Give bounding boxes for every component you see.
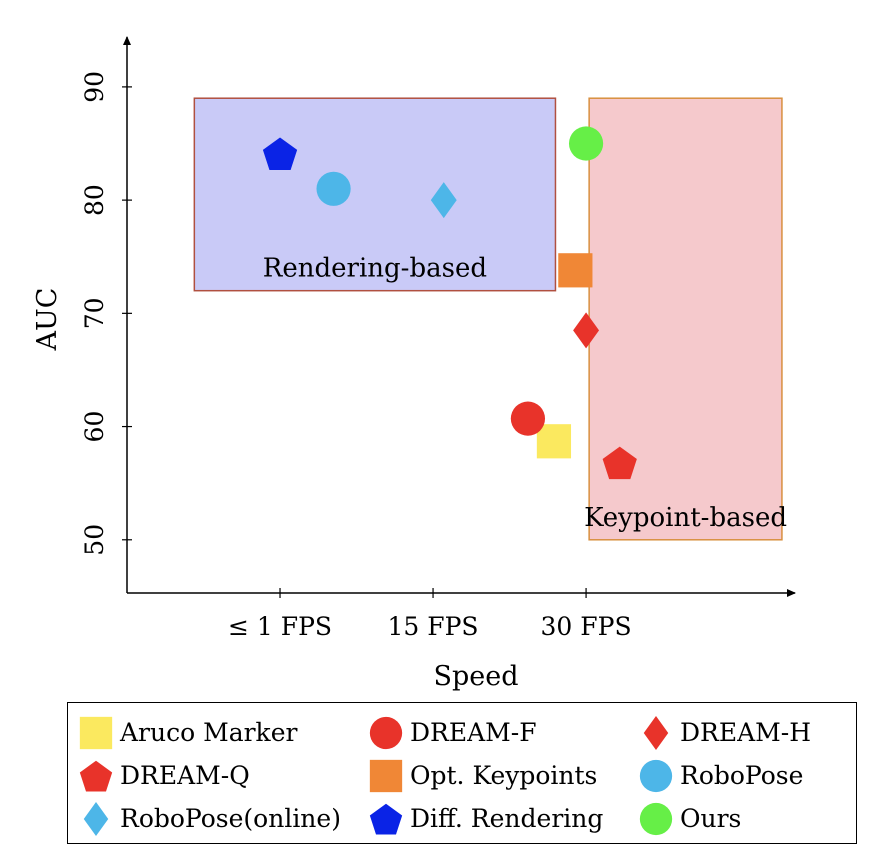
x-axis-label: Speed	[433, 661, 518, 692]
point-robopose-online	[430, 182, 457, 219]
point-robopose	[316, 171, 351, 206]
legend-item-opt-keypoints: Opt. Keypoints	[366, 754, 636, 797]
point-dream-h	[573, 312, 600, 349]
legend-marker-circle-icon	[639, 802, 673, 835]
legend-label: Aruco Marker	[120, 718, 298, 747]
legend-label: RoboPose	[680, 761, 804, 790]
legend-marker	[643, 715, 669, 750]
legend-label: RoboPose(online)	[120, 804, 341, 833]
legend-item-dream-f: DREAM-F	[366, 711, 636, 754]
point-aruco-marker	[536, 424, 572, 459]
point-diff-rendering	[262, 137, 298, 171]
legend-marker-diamond-icon	[83, 801, 109, 836]
legend-marker	[369, 803, 403, 834]
point-opt-keypoints	[558, 253, 593, 288]
point-ours	[568, 126, 604, 161]
legend-item-robopose-online: RoboPose(online)	[76, 797, 366, 840]
legend-label: Diff. Rendering	[410, 804, 604, 833]
legend-item-dream-q: DREAM-Q	[76, 754, 366, 797]
point-dream-q	[602, 446, 637, 480]
chart-legend: Aruco Marker DREAM-F DREAM-H DREAM-Q Opt. Ke…	[67, 702, 857, 844]
point-dream-f	[510, 401, 546, 436]
y-tick-label: 90	[80, 71, 109, 103]
legend-marker	[79, 716, 113, 749]
y-tick-label: 60	[80, 411, 109, 443]
legend-marker	[639, 802, 673, 835]
legend-item-aruco-marker: Aruco Marker	[76, 711, 366, 754]
legend-grid: Aruco Marker DREAM-F DREAM-H DREAM-Q Opt. Ke…	[76, 711, 850, 840]
x-tick-label: ≤ 1 FPS	[228, 612, 332, 641]
y-tick-label: 70	[80, 297, 109, 329]
legend-label: DREAM-F	[410, 718, 537, 747]
legend-label: Opt. Keypoints	[410, 761, 598, 790]
legend-marker	[83, 801, 109, 836]
legend-marker	[369, 759, 403, 792]
legend-marker-square-icon	[369, 759, 403, 792]
legend-marker-pentagon-icon	[79, 760, 113, 791]
legend-label: Ours	[680, 804, 742, 833]
legend-label: DREAM-H	[680, 718, 812, 747]
legend-item-diff-rendering: Diff. Rendering	[366, 797, 636, 840]
legend-marker	[639, 759, 673, 792]
x-tick-label: 30 FPS	[541, 612, 632, 641]
legend-marker-square-icon	[79, 716, 113, 749]
y-axis-label: AUC	[32, 288, 63, 352]
legend-marker-circle-icon	[639, 759, 673, 792]
scatter-chart: Rendering-based Keypoint-based ≤ 1 FPS 15 …	[32, 36, 796, 692]
legend-marker-diamond-icon	[643, 715, 669, 750]
x-tick-label: 15 FPS	[388, 612, 479, 641]
legend-marker	[79, 760, 113, 791]
region-label: Keypoint-based	[584, 503, 787, 533]
legend-item-robopose: RoboPose	[636, 754, 846, 797]
legend-marker-circle-icon	[369, 716, 403, 749]
legend-item-ours: Ours	[636, 797, 846, 840]
region-box	[193, 97, 557, 292]
y-tick-label: 50	[80, 524, 109, 556]
legend-item-dream-h: DREAM-H	[636, 711, 846, 754]
legend-marker	[369, 716, 403, 749]
y-tick-label: 80	[80, 184, 109, 216]
legend-marker-pentagon-icon	[369, 803, 403, 834]
region-label: Rendering-based	[263, 254, 487, 284]
legend-label: DREAM-Q	[120, 761, 250, 790]
